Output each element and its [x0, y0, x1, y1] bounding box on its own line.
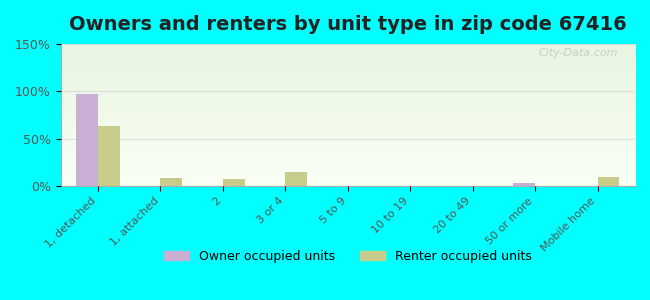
Bar: [161, 178, 183, 186]
Bar: [223, 179, 245, 186]
Text: City-Data.com: City-Data.com: [538, 48, 617, 58]
Bar: [597, 176, 619, 186]
Bar: [76, 94, 98, 186]
Legend: Owner occupied units, Renter occupied units: Owner occupied units, Renter occupied un…: [159, 245, 537, 268]
Bar: [98, 126, 120, 186]
Bar: [514, 183, 535, 186]
Bar: [285, 172, 307, 186]
Title: Owners and renters by unit type in zip code 67416: Owners and renters by unit type in zip c…: [69, 15, 627, 34]
